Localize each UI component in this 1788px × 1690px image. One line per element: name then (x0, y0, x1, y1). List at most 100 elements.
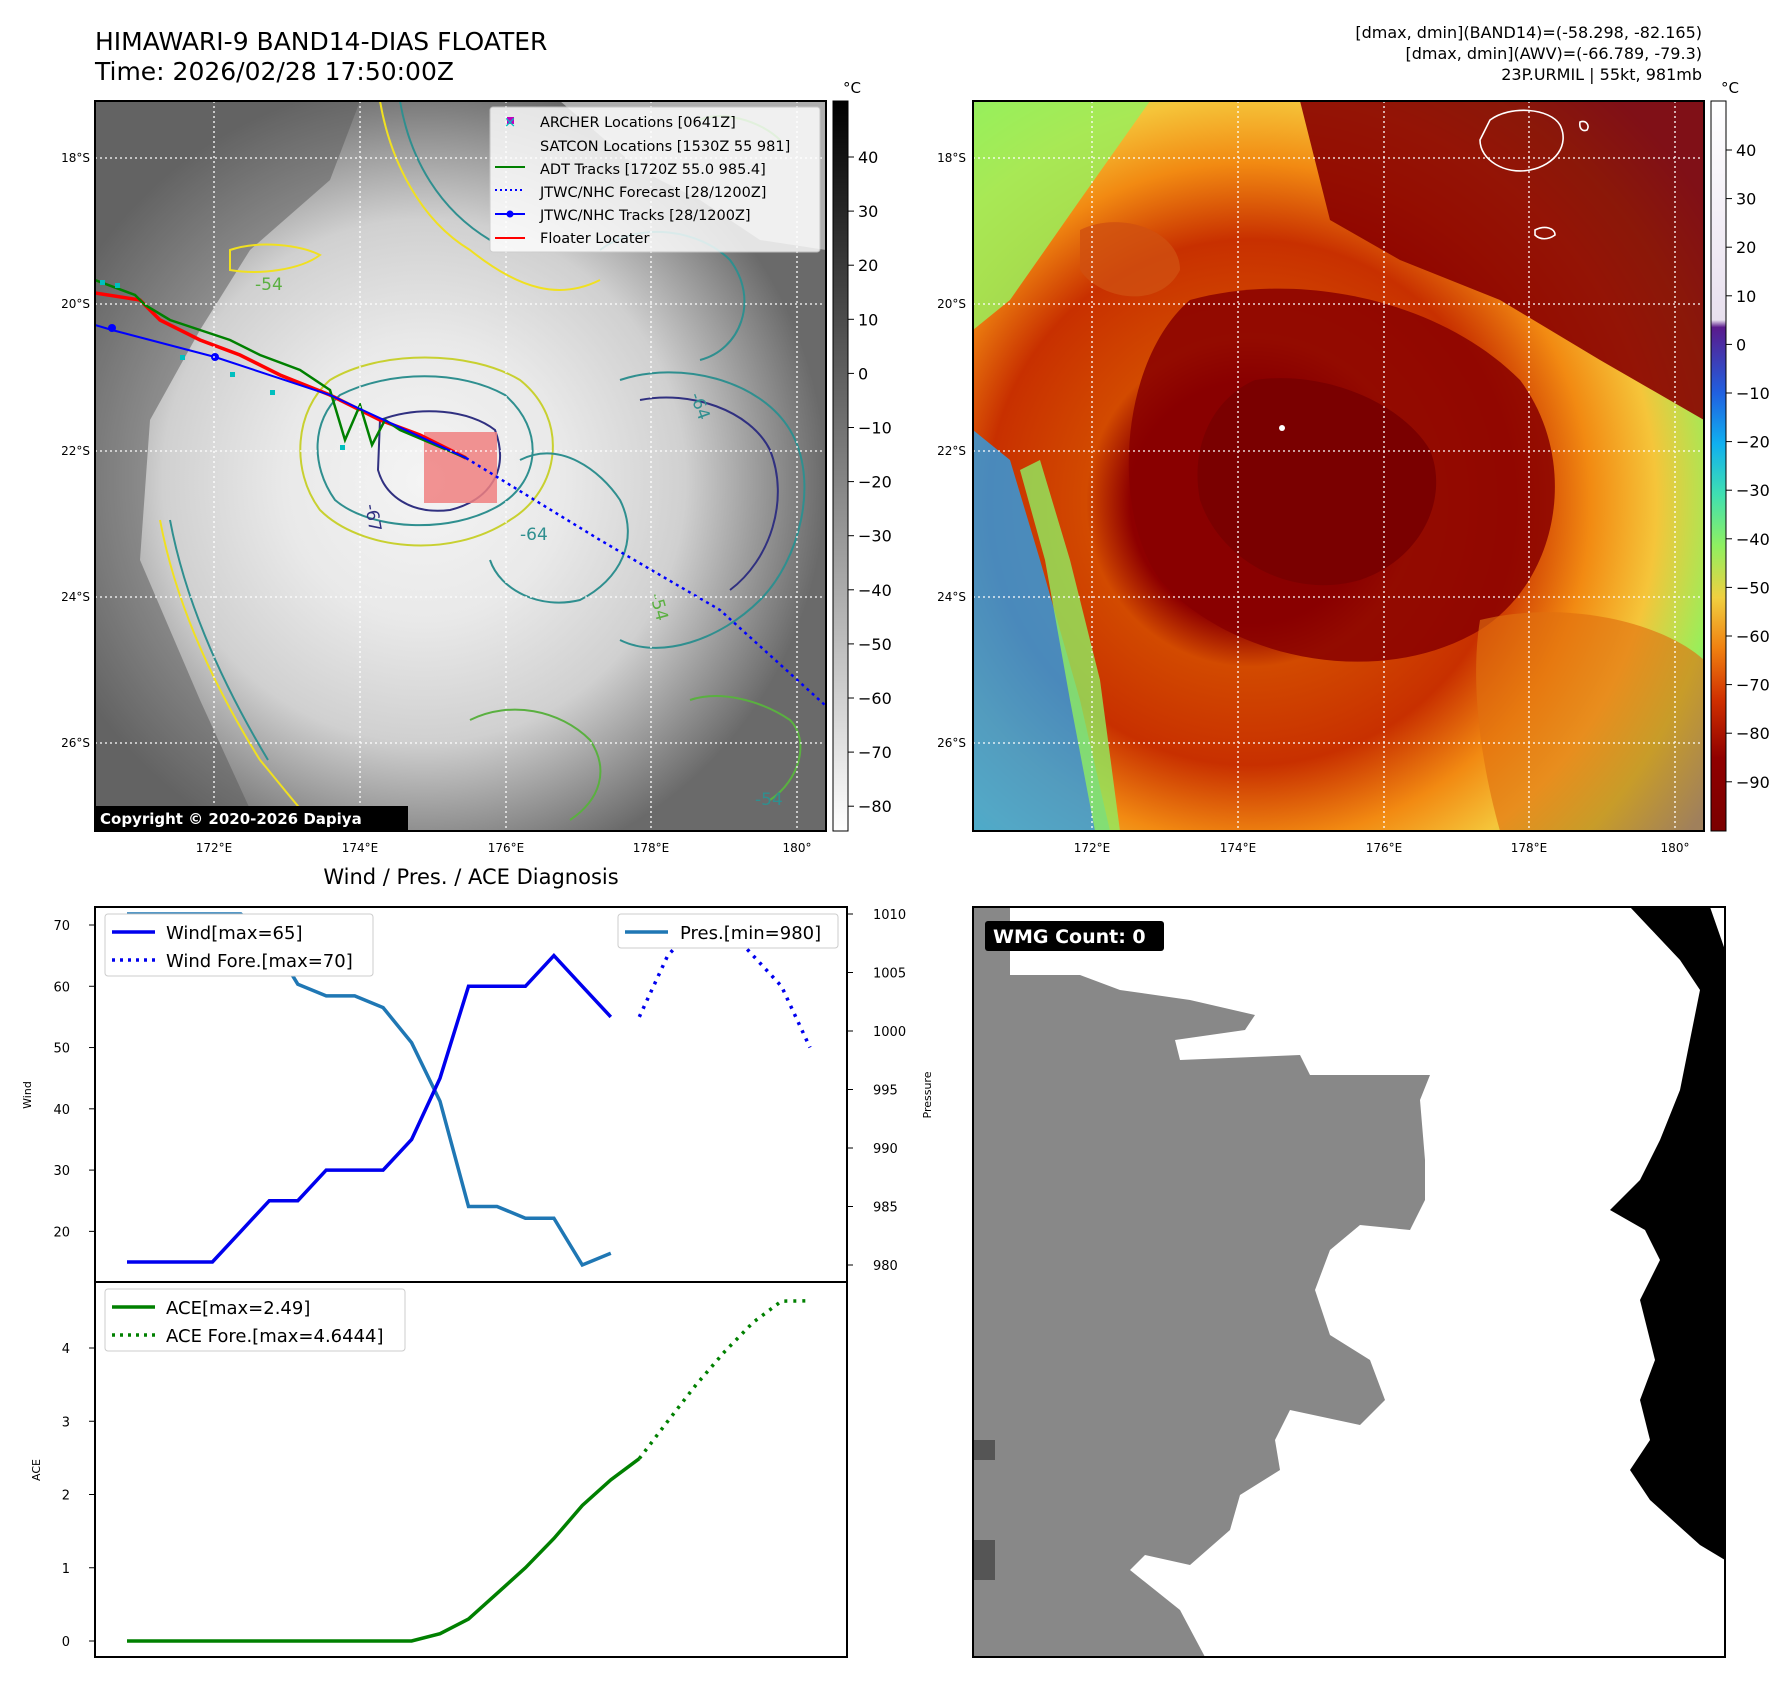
legend-wind: Wind[max=65] (166, 923, 303, 944)
wind-tick-label: 70 (53, 919, 70, 934)
wmg-count-bg (985, 921, 1164, 951)
ir-map: -67 -54 -64 -54 -64 -54 Copyright © 2020… (95, 101, 826, 831)
lon-label: 176°E (1366, 841, 1403, 855)
colorbar-tick-label: 20 (1736, 238, 1756, 257)
copyright-bg (95, 806, 408, 831)
contour-label-3: -64 (520, 525, 548, 545)
lat-label: 18°S (937, 151, 966, 165)
awv-dark-ne (1300, 101, 1704, 420)
wmg-gray-region (973, 907, 1430, 1657)
colorbar-tick-label: −40 (1736, 530, 1770, 549)
wmg-frame (972, 906, 1726, 1658)
legend-ace-fore: ACE Fore.[max=4.6444] (166, 1326, 384, 1347)
lon-label: 180° (783, 841, 812, 855)
awv-green-nw (973, 101, 1150, 330)
colorbar-unit: °C (843, 79, 861, 97)
colorbar-tick-label: 40 (858, 148, 878, 167)
island-outlines (1479, 109, 1589, 240)
colorbar-tick-label: −80 (858, 797, 892, 816)
lat-label: 20°S (937, 297, 966, 311)
contour-label-1: -67 (360, 502, 385, 533)
colorbar-tick-label: 30 (858, 202, 878, 221)
wmg-panel: WMG Count: 0 (972, 906, 1726, 1658)
legend-forecast: JTWC/NHC Forecast [28/1200Z] (539, 185, 766, 201)
lat-label: 22°S (937, 444, 966, 458)
lat-label: 20°S (61, 297, 90, 311)
lon-label: 178°E (1511, 841, 1548, 855)
legend-pres: Pres.[min=980] (680, 923, 821, 944)
pressure-ylabel: Pressure (921, 1071, 934, 1118)
colorbar-tick-label: −70 (858, 743, 892, 762)
ir-dark-region (95, 101, 360, 831)
ace-ylabel: ACE (30, 1459, 43, 1481)
info-line3: 23P.URMIL | 55kt, 981mb (1501, 65, 1702, 84)
awv-map-frame (972, 100, 1705, 832)
lon-label: 176°E (488, 841, 525, 855)
lat-label: 22°S (61, 444, 90, 458)
pressure-tick-label: 1010 (873, 908, 906, 923)
wmg-black-region (1610, 907, 1725, 1560)
jtwc-track-point (108, 324, 116, 332)
ir-map-frame (94, 100, 827, 832)
colorbar-tick-label: −20 (1736, 433, 1770, 452)
lon-label: 172°E (1074, 841, 1111, 855)
title-line2: Time: 2026/02/28 17:50:00Z (94, 57, 454, 86)
colorbar-tick-label: −50 (858, 635, 892, 654)
colorbar-tick-label: 0 (858, 364, 868, 383)
legend-archer: ARCHER Locations [0641Z] (540, 115, 736, 131)
colorbar-tick-label: −90 (1736, 773, 1770, 792)
legend-floater: Floater Locater (540, 231, 649, 247)
colorbar-tick-label: −60 (1736, 627, 1770, 646)
lon-label: 174°E (1220, 841, 1257, 855)
pressure-tick-label: 995 (873, 1084, 898, 1099)
diagnosis-title: Wind / Pres. / ACE Diagnosis (323, 865, 618, 889)
lat-label: 24°S (937, 590, 966, 604)
colorbar-tick-label: 10 (1736, 287, 1756, 306)
wind-legend: Wind[max=65] Wind Fore.[max=70] (104, 913, 374, 977)
colorbar-tick-label: 30 (1736, 190, 1756, 209)
lon-label: 172°E (196, 841, 233, 855)
ace-tick-label: 0 (62, 1635, 70, 1650)
colorbar-unit: °C (1721, 79, 1739, 97)
series-line (637, 1299, 811, 1460)
pressure-tick-label: 990 (873, 1142, 898, 1157)
pressure-tick-label: 985 (873, 1201, 898, 1216)
colorbar-tick-label: −80 (1736, 724, 1770, 743)
jtwc-forecast-track (465, 456, 826, 707)
colorbar-tick-label: −30 (1736, 481, 1770, 500)
colorbar-tick-label: −70 (1736, 676, 1770, 695)
graticule (95, 101, 826, 831)
contour-label-6: -54 (255, 275, 283, 295)
colorbar-tick-label: 0 (1736, 335, 1746, 354)
legend-satcon: SATCON Locations [1530Z 55 981] (540, 139, 790, 155)
ace-tick-label: 3 (62, 1415, 70, 1430)
awv-map (973, 101, 1704, 831)
legend-ace: ACE[max=2.49] (166, 1298, 310, 1319)
wind-tick-label: 30 (53, 1164, 70, 1179)
wind-tick-label: 40 (53, 1103, 70, 1118)
contour-label-4: -54 (755, 790, 783, 810)
adt-track (95, 278, 467, 460)
wmg-count: WMG Count: 0 (993, 926, 1146, 948)
series-line (127, 1457, 641, 1643)
colorbar-tick-label: −30 (858, 527, 892, 546)
jtwc-track-point (211, 353, 219, 361)
ace-tick-label: 1 (62, 1562, 70, 1577)
colorbar-tick-label: 10 (858, 310, 878, 329)
title-line1: HIMAWARI-9 BAND14-DIAS FLOATER (95, 27, 547, 56)
lon-label: 178°E (633, 841, 670, 855)
pressure-tick-label: 980 (873, 1259, 898, 1274)
colorbar-tick-label: −10 (858, 419, 892, 438)
ir-colorbar: °C 40 30 20 10 0 −10 −20 −30 −40 −50 −60 −70 −80 (832, 79, 892, 832)
pressure-tick-label: 1000 (873, 1025, 906, 1040)
awv-map-ticks: 18°S 20°S 22°S 24°S 26°S 172°E 174°E 176… (937, 151, 1689, 855)
info-line2: [dmax, dmin](AWV)=(-66.789, -79.3) (1405, 44, 1702, 63)
colorbar-tick-label: −50 (1736, 578, 1770, 597)
legend-adt: ADT Tracks [1720Z 55.0 985.4] (540, 162, 766, 178)
colorbar-tick-label: 20 (858, 256, 878, 275)
pres-legend: Pres.[min=980] (617, 913, 839, 949)
wind-tick-label: 20 (53, 1225, 70, 1240)
map-legend: × ARCHER Locations [0641Z] SATCON Locati… (489, 106, 821, 253)
archer-marker-icon (507, 117, 514, 124)
